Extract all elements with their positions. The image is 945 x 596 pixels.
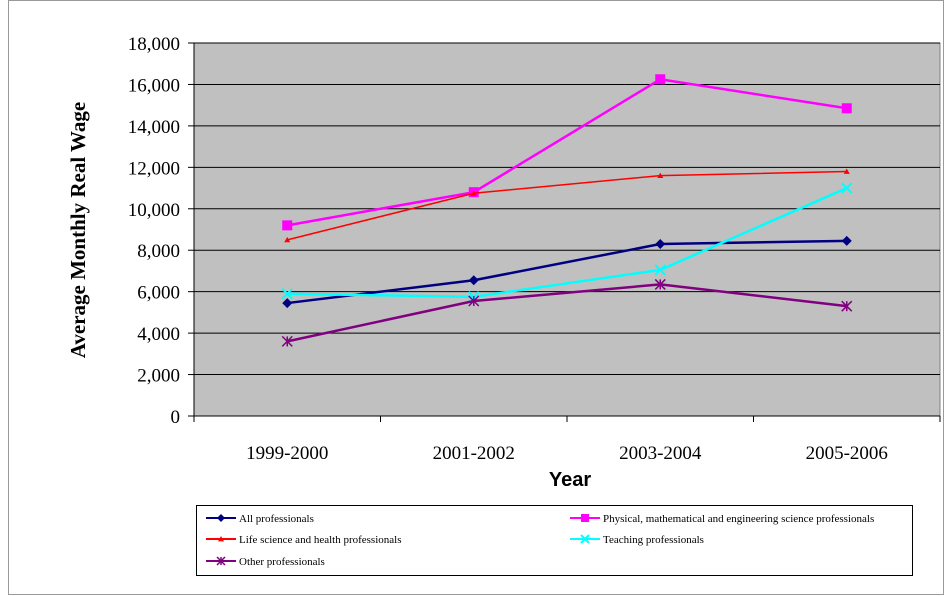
y-tick-label: 6,000 [137,283,180,304]
data-point [841,235,852,246]
data-point [841,300,853,312]
y-tick-label: 2,000 [137,366,180,387]
x-tick-label: 2001-2002 [433,443,515,464]
data-point [281,288,293,300]
legend-entry: Life science and health professionals [206,534,402,546]
x-tick-label: 2003-2004 [619,443,702,464]
y-tick-label: 0 [171,407,181,428]
data-point [657,172,664,179]
data-point [580,534,590,544]
legend-entry: Physical, mathematical and engineering s… [570,513,874,525]
data-point [282,220,293,231]
data-point [843,168,850,174]
data-point [655,239,666,250]
y-tick-label: 18,000 [128,34,180,55]
legend-entry: All professionals [206,513,314,525]
y-axis-title: Average Monthly Real Wage [66,102,90,358]
series-other-professionals [281,278,853,347]
series-line [287,77,847,227]
y-tick-label: 8,000 [137,241,180,262]
legend-entry: Other professionals [206,556,325,568]
x-tick-label: 1999-2000 [246,443,328,464]
gridlines [194,42,940,376]
data-point [470,190,477,196]
data-point [216,556,226,566]
x-axis-title: Year [549,469,591,491]
y-axis-ticks: 0 2,000 4,000 6,000 8,000 10,000 12,000 14,000 1… [128,34,195,428]
series-life-science-and-health-professionals [284,168,850,243]
y-tick-label: 14,000 [128,117,180,138]
series-all-professionals [282,235,852,309]
data-point [654,264,666,276]
legend-label: Other professionals [239,556,325,568]
data-point [655,74,666,85]
data-point [218,536,224,542]
y-tick-label: 10,000 [128,200,180,221]
data-point [468,275,479,286]
data-point [284,236,291,243]
data-point [841,182,853,194]
legend-entry: Teaching professionals [570,534,704,546]
legend [196,505,913,576]
series-line [287,186,848,299]
x-tick-label: 2005-2006 [806,443,888,464]
series-line [286,283,847,343]
legend-label: Life science and health professionals [239,534,402,546]
data-point [841,103,852,114]
data-point [217,514,225,522]
data-point [281,335,293,347]
data-point [468,295,480,307]
y-tick-label: 4,000 [137,324,180,345]
series-line [287,239,847,305]
legend-label: Physical, mathematical and engineering s… [603,513,874,525]
plot-area [193,42,941,417]
data-point [581,514,589,522]
data-point [654,278,666,290]
y-tick-label: 16,000 [128,75,180,96]
legend-entries: All professionals Physical, mathematical … [206,513,874,568]
x-axis-ticks: 1999-2000 2001-2002 2003-2004 2005-2006 [193,415,941,464]
series-line [287,170,847,241]
data-point [282,298,293,309]
y-tick-label: 12,000 [128,158,180,179]
legend-label: All professionals [239,513,314,525]
legend-label: Teaching professionals [603,534,704,546]
series-lines [281,74,853,347]
